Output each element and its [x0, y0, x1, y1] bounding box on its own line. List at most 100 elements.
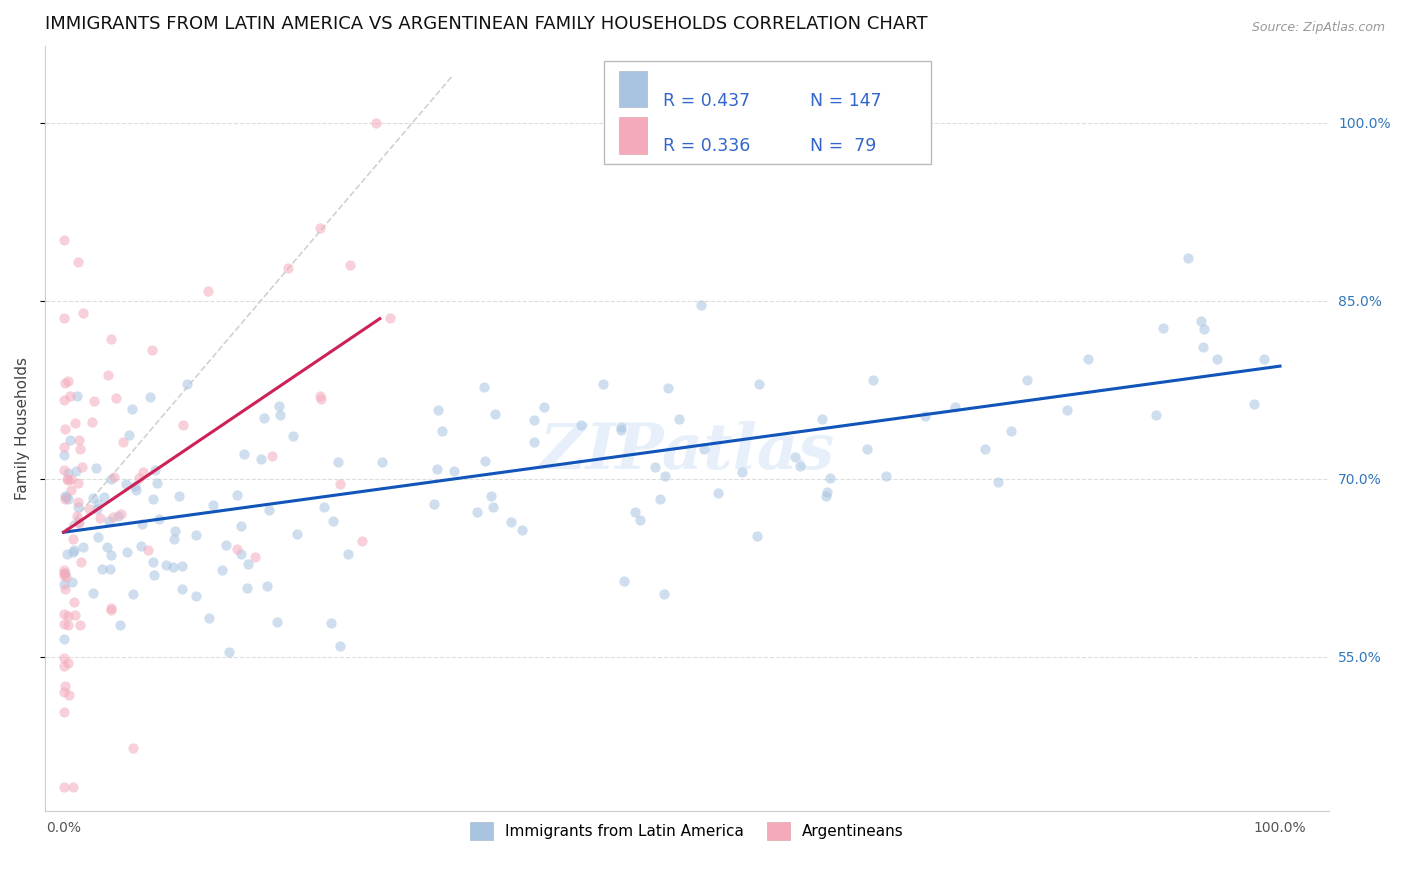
- Point: [610, 423, 633, 437]
- Point: [131, 517, 153, 532]
- Point: [238, 557, 260, 571]
- Text: N =  79: N = 79: [810, 137, 876, 155]
- Point: [91, 562, 114, 576]
- Point: [100, 601, 122, 615]
- Point: [132, 465, 155, 479]
- Point: [689, 298, 711, 312]
- Point: [53, 422, 76, 436]
- Point: [53, 566, 76, 580]
- Point: [692, 442, 714, 456]
- Point: [53, 582, 76, 597]
- Point: [70, 555, 93, 569]
- Point: [624, 505, 647, 519]
- Point: [56, 618, 79, 632]
- Point: [172, 582, 194, 597]
- Point: [155, 558, 177, 573]
- Point: [124, 479, 146, 493]
- Text: Source: ZipAtlas.com: Source: ZipAtlas.com: [1251, 21, 1385, 34]
- Point: [172, 417, 194, 432]
- Point: [1253, 352, 1275, 367]
- Point: [592, 377, 614, 392]
- Point: [114, 477, 136, 491]
- Point: [104, 392, 127, 406]
- Point: [56, 467, 79, 481]
- Point: [973, 442, 995, 457]
- Point: [707, 485, 730, 500]
- Point: [53, 616, 76, 631]
- Point: [66, 255, 89, 269]
- Point: [103, 470, 125, 484]
- Point: [423, 497, 446, 511]
- Point: [52, 706, 75, 720]
- Point: [914, 409, 936, 424]
- Point: [141, 343, 163, 358]
- Point: [176, 376, 198, 391]
- Point: [233, 447, 256, 461]
- Point: [1056, 403, 1078, 417]
- Point: [308, 389, 330, 403]
- Point: [231, 548, 253, 562]
- Point: [281, 429, 304, 443]
- Point: [84, 460, 107, 475]
- Point: [66, 508, 89, 523]
- Point: [366, 116, 388, 130]
- Point: [184, 528, 207, 542]
- Point: [129, 539, 152, 553]
- Point: [56, 472, 79, 486]
- Point: [142, 568, 165, 582]
- Point: [285, 527, 308, 541]
- Point: [229, 519, 252, 533]
- Point: [309, 392, 332, 406]
- Point: [987, 475, 1010, 489]
- Point: [59, 389, 82, 403]
- Point: [96, 541, 118, 555]
- Point: [89, 510, 111, 524]
- Point: [53, 679, 76, 693]
- Point: [58, 473, 80, 487]
- Point: [1192, 322, 1215, 336]
- Point: [122, 587, 145, 601]
- Point: [69, 442, 91, 457]
- Point: [267, 400, 290, 414]
- Point: [128, 471, 150, 485]
- Point: [1191, 340, 1213, 354]
- Y-axis label: Family Households: Family Households: [15, 357, 30, 500]
- Point: [62, 544, 84, 558]
- Point: [1189, 314, 1212, 328]
- Point: [67, 500, 90, 515]
- Point: [731, 465, 754, 479]
- Legend: Immigrants from Latin America, Argentineans: Immigrants from Latin America, Argentine…: [464, 816, 910, 846]
- Point: [112, 435, 135, 450]
- Point: [818, 470, 841, 484]
- Point: [66, 476, 89, 491]
- Point: [142, 555, 165, 569]
- Point: [58, 688, 80, 702]
- Point: [55, 490, 77, 504]
- Point: [350, 534, 373, 549]
- Point: [118, 428, 141, 442]
- Point: [52, 576, 75, 591]
- Point: [100, 472, 122, 486]
- Point: [329, 639, 352, 653]
- Point: [62, 780, 84, 795]
- Point: [339, 258, 361, 272]
- Point: [56, 547, 79, 561]
- Point: [253, 411, 276, 425]
- Point: [146, 475, 169, 490]
- Point: [121, 401, 143, 416]
- Point: [226, 488, 249, 502]
- Point: [125, 483, 148, 498]
- Point: [63, 607, 86, 622]
- Point: [474, 380, 496, 394]
- Point: [337, 547, 360, 561]
- Text: R = 0.437: R = 0.437: [662, 92, 749, 110]
- Point: [59, 433, 82, 447]
- Point: [52, 651, 75, 665]
- Point: [1177, 251, 1199, 265]
- Point: [943, 400, 966, 414]
- Point: [52, 567, 75, 582]
- Point: [650, 492, 672, 507]
- Point: [162, 532, 184, 546]
- Point: [83, 393, 105, 408]
- Point: [609, 419, 631, 434]
